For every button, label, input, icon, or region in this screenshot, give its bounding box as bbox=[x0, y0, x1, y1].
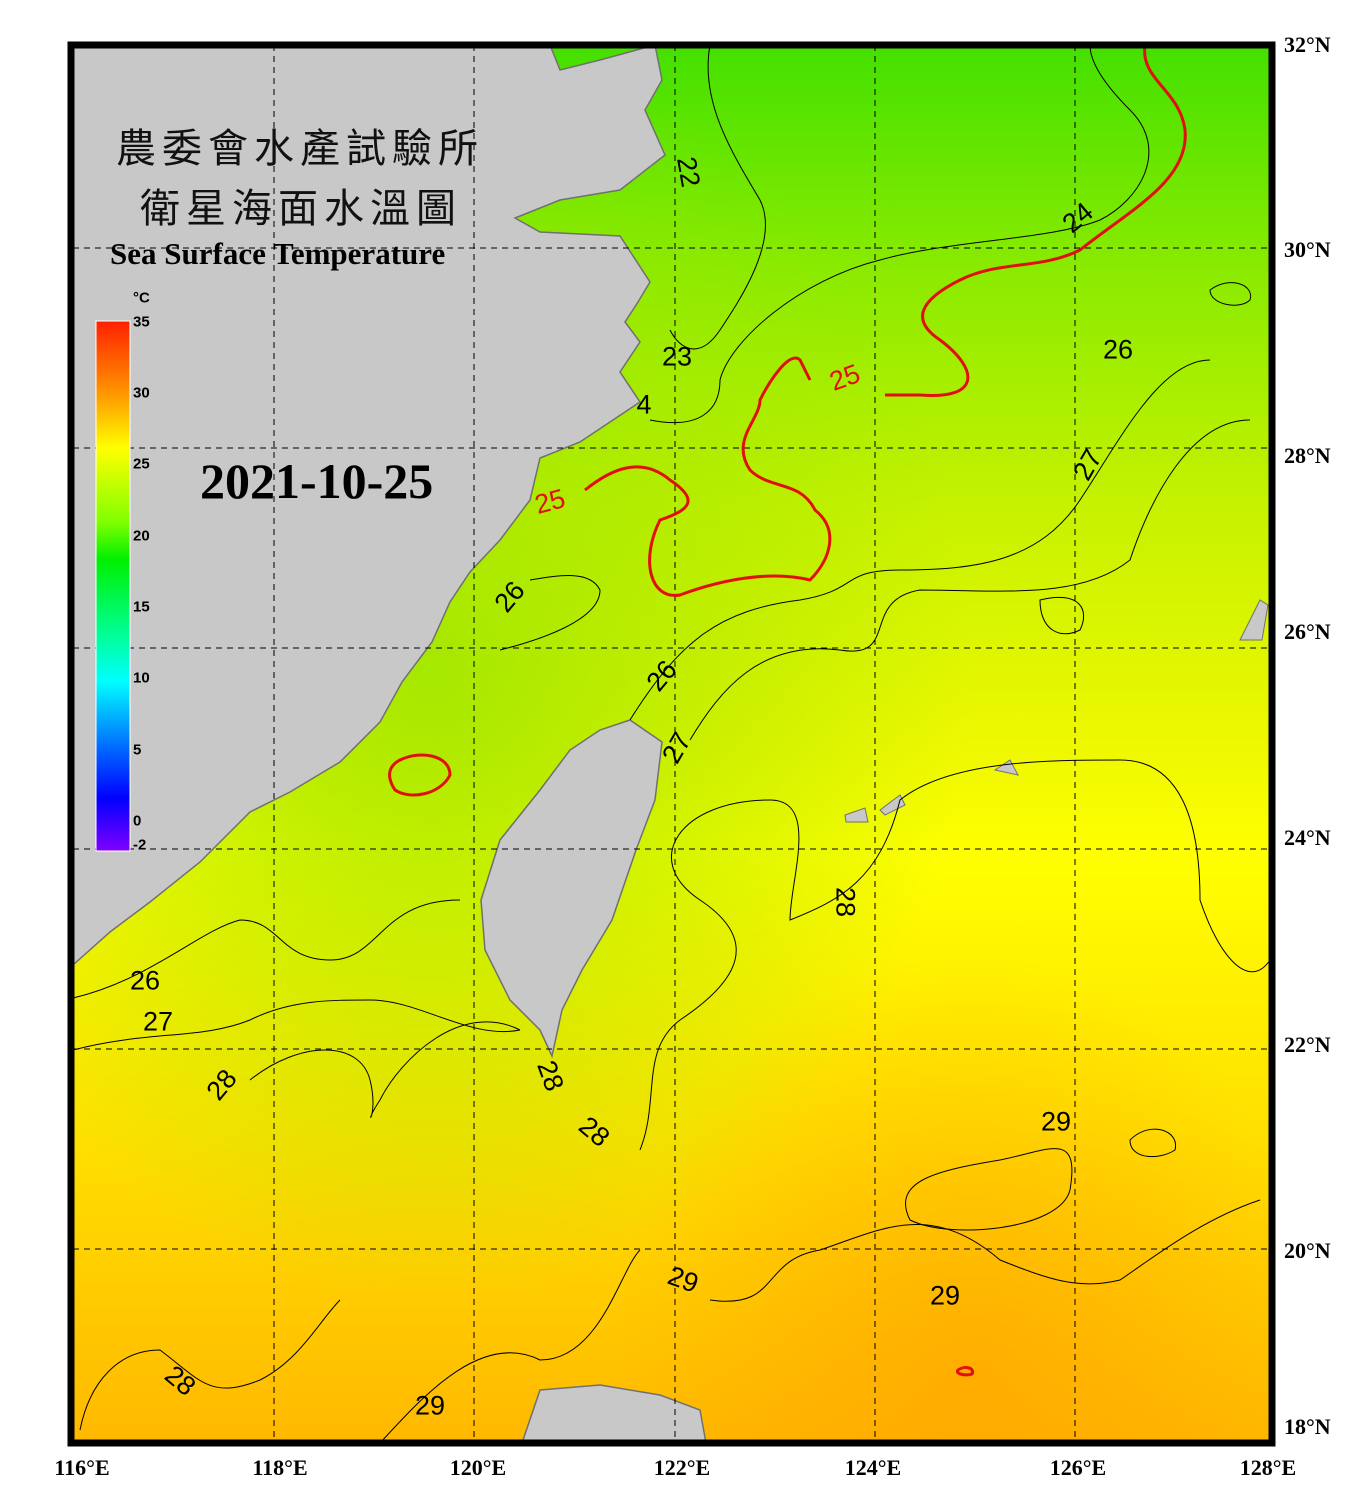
contour-label: 4 bbox=[636, 389, 652, 420]
map-frame bbox=[67, 41, 1276, 1447]
contour-label: 29 bbox=[929, 1280, 961, 1311]
lat-label: 28°N bbox=[1284, 443, 1331, 468]
title-line1: 農委會水產試驗所 bbox=[116, 126, 484, 172]
colorbar-tick: -2 bbox=[133, 836, 147, 854]
lon-label: 118°E bbox=[252, 1455, 308, 1480]
isotherm-25 bbox=[388, 44, 1187, 1377]
lon-label: 128°E bbox=[1239, 1455, 1297, 1480]
contour-label: 29 bbox=[414, 1390, 446, 1421]
title-line2: 衛星海面水溫圖 bbox=[140, 186, 462, 232]
lat-label: 18°N bbox=[1284, 1414, 1331, 1439]
china-mainland bbox=[72, 44, 666, 967]
date-label: 2021-10-25 bbox=[200, 453, 434, 509]
colorbar-tick: 15 bbox=[133, 598, 150, 616]
colorbar-tick: 25 bbox=[133, 455, 150, 473]
lat-label: 20°N bbox=[1284, 1238, 1331, 1263]
lat-label: 30°N bbox=[1284, 237, 1331, 262]
colorbar-tick: 30 bbox=[133, 384, 150, 402]
taiwan-island bbox=[480, 719, 663, 1059]
contour-label: 23 bbox=[661, 341, 693, 372]
colorbar-tick: 5 bbox=[133, 741, 142, 759]
lon-label: 124°E bbox=[844, 1455, 902, 1480]
contour-label: 29 bbox=[1040, 1106, 1072, 1137]
ryukyu-islands bbox=[844, 599, 1269, 823]
graticule bbox=[73, 45, 1270, 1443]
contour-label: 28 bbox=[830, 886, 861, 918]
lon-label: 126°E bbox=[1049, 1455, 1107, 1480]
lon-label: 122°E bbox=[653, 1455, 711, 1480]
colorbar-tick: 35 bbox=[133, 313, 150, 331]
contour-label: 27 bbox=[142, 1006, 174, 1037]
colorbar-tick: 10 bbox=[133, 669, 150, 687]
contour-label: 26 bbox=[1102, 334, 1134, 365]
lat-label: 22°N bbox=[1284, 1032, 1331, 1057]
contour-label: 26 bbox=[129, 965, 161, 996]
lon-label: 116°E bbox=[54, 1455, 110, 1480]
isotherms bbox=[72, 44, 1271, 1444]
lat-label: 32°N bbox=[1284, 32, 1331, 57]
colorbar-tick: 20 bbox=[133, 527, 150, 545]
lon-label: 120°E bbox=[449, 1455, 507, 1480]
contour-label: 22 bbox=[671, 154, 706, 190]
colorbar-unit: °C bbox=[133, 289, 150, 307]
colorbar-tick: 0 bbox=[133, 812, 142, 830]
title-english: Sea Surface Temperature bbox=[110, 236, 446, 271]
colorbar bbox=[95, 320, 131, 852]
lat-label: 24°N bbox=[1284, 825, 1331, 850]
lat-label: 26°N bbox=[1284, 619, 1331, 644]
